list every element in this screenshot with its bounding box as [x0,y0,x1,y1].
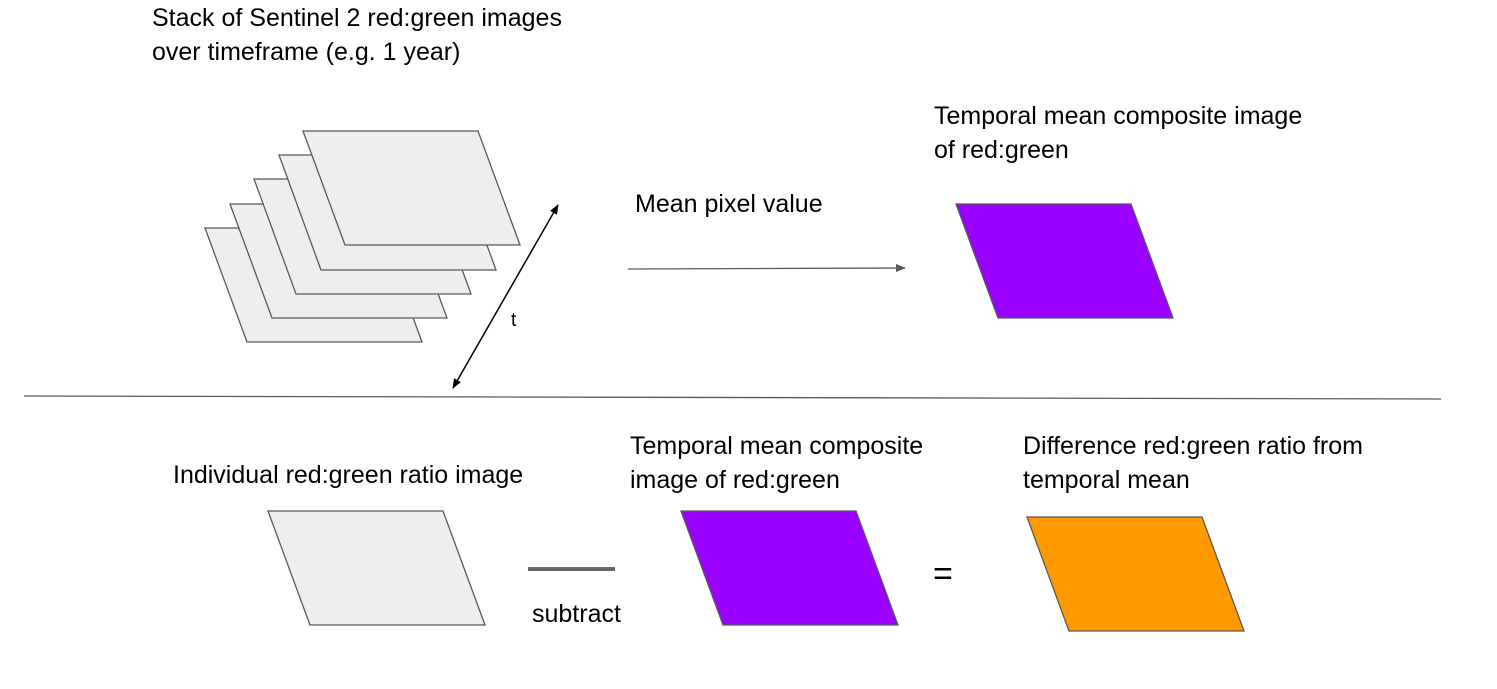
top-composite-image [955,203,1174,319]
time-axis-label: t [511,310,517,331]
stack-label-line2: over timeframe (e.g. 1 year) [152,38,461,66]
subtract-label: subtract [532,600,621,628]
bottom-composite-label: Temporal mean composite image of red:gre… [630,429,923,497]
top-composite-label: Temporal mean composite image of red:gre… [934,99,1302,167]
difference-label-line2: temporal mean [1023,466,1190,494]
mean-arrow [627,264,906,273]
difference-label: Difference red:green ratio from temporal… [1023,429,1363,497]
stack-label: Stack of Sentinel 2 red:green images ove… [152,1,562,69]
bottom-composite-label-line2: image of red:green [630,466,840,494]
stack-label-line1: Stack of Sentinel 2 red:green images [152,4,562,32]
individual-label: Individual red:green ratio image [173,461,524,489]
mean-pixel-label: Mean pixel value [635,190,823,218]
top-composite-label-line2: of red:green [934,136,1069,164]
top-composite-label-line1: Temporal mean composite image [934,102,1303,130]
bottom-composite-label-line1: Temporal mean composite [630,432,924,460]
difference-label-line1: Difference red:green ratio from [1023,432,1363,460]
equals-sign: = [933,555,953,593]
bottom-composite-image [680,510,899,626]
image-stack [204,130,521,343]
individual-image [267,510,486,626]
difference-image [1026,516,1245,632]
time-axis-arrow [452,204,559,389]
section-divider [23,395,1442,400]
